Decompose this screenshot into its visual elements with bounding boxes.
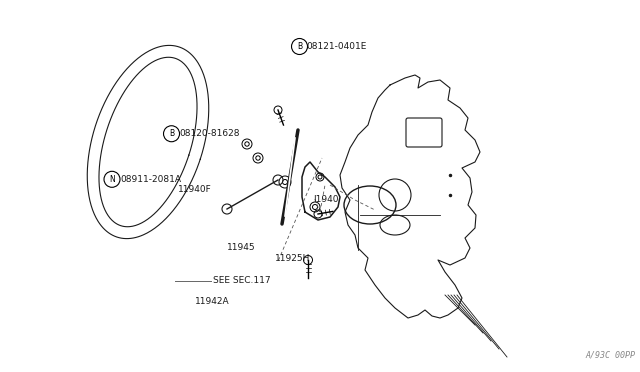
Text: B: B xyxy=(169,129,174,138)
Text: N: N xyxy=(109,175,115,184)
Text: 08911-2081A: 08911-2081A xyxy=(120,175,181,184)
Text: B: B xyxy=(297,42,302,51)
Text: I1940: I1940 xyxy=(314,195,339,203)
Text: 11940F: 11940F xyxy=(178,185,212,194)
Text: 11925H: 11925H xyxy=(275,254,310,263)
Text: SEE SEC.117: SEE SEC.117 xyxy=(212,276,271,285)
Text: A/93C 00PP: A/93C 00PP xyxy=(585,351,635,360)
Text: 08121-0401E: 08121-0401E xyxy=(306,42,366,51)
Text: 08120-81628: 08120-81628 xyxy=(179,129,240,138)
Text: 11942A: 11942A xyxy=(195,297,230,306)
Text: 11945: 11945 xyxy=(227,243,256,252)
